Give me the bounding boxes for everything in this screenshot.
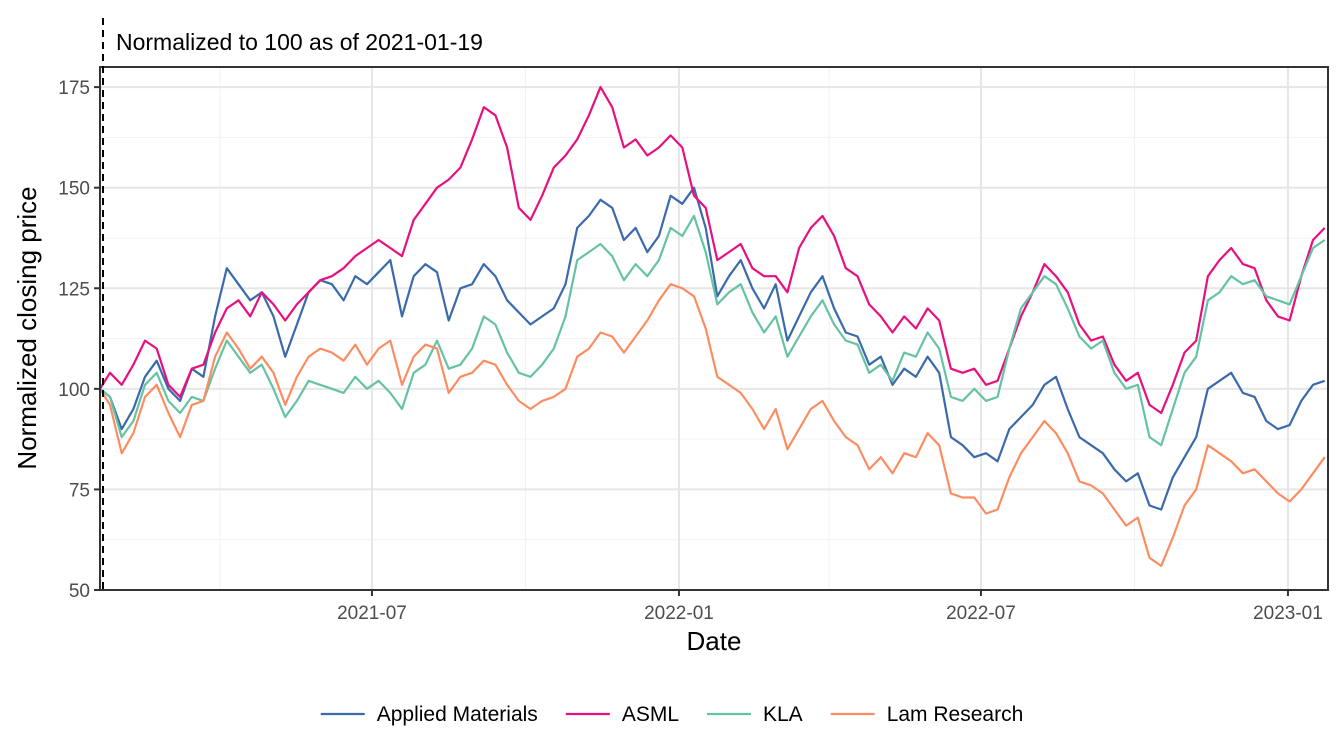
legend-item: Lam Research [830, 703, 1024, 726]
x-axis: 2021-07 2022-01 2022-07 2023-01 [337, 590, 1323, 624]
series-line-kla [99, 214, 1326, 447]
x-tick-label: 2022-07 [946, 603, 1016, 624]
y-tick-label: 125 [58, 279, 90, 300]
x-tick-label: 2023-01 [1253, 603, 1323, 624]
series-line-asml [99, 85, 1326, 415]
x-axis-title: Date [687, 626, 742, 656]
x-tick-label: 2022-01 [644, 603, 714, 624]
series-lines [99, 85, 1326, 568]
legend-label: Lam Research [887, 703, 1024, 726]
legend-item: Applied Materials [320, 703, 538, 726]
legend: Applied Materials ASML KLA Lam Research [320, 703, 1024, 726]
y-tick-label: 150 [58, 179, 90, 200]
y-tick-label: 75 [69, 480, 90, 501]
minor-gridlines [100, 67, 1328, 590]
y-axis: 50 75 100 125 150 175 [58, 78, 100, 602]
y-tick-label: 100 [58, 380, 90, 401]
plot-border [99, 66, 1329, 591]
y-tick-label: 50 [69, 581, 90, 602]
series-line-applied-materials [99, 186, 1326, 511]
plot-panel [100, 67, 1328, 590]
x-tick-label: 2021-07 [337, 603, 407, 624]
y-axis-title: Normalized closing price [12, 186, 42, 469]
legend-label: KLA [763, 703, 803, 726]
legend-item: ASML [565, 703, 679, 726]
legend-item: KLA [707, 703, 803, 726]
legend-label: Applied Materials [377, 703, 538, 726]
legend-label: ASML [622, 703, 679, 726]
y-tick-label: 175 [58, 78, 90, 99]
series-line-lam-research [99, 283, 1326, 568]
reference-annotation: Normalized to 100 as of 2021-01-19 [116, 29, 483, 55]
